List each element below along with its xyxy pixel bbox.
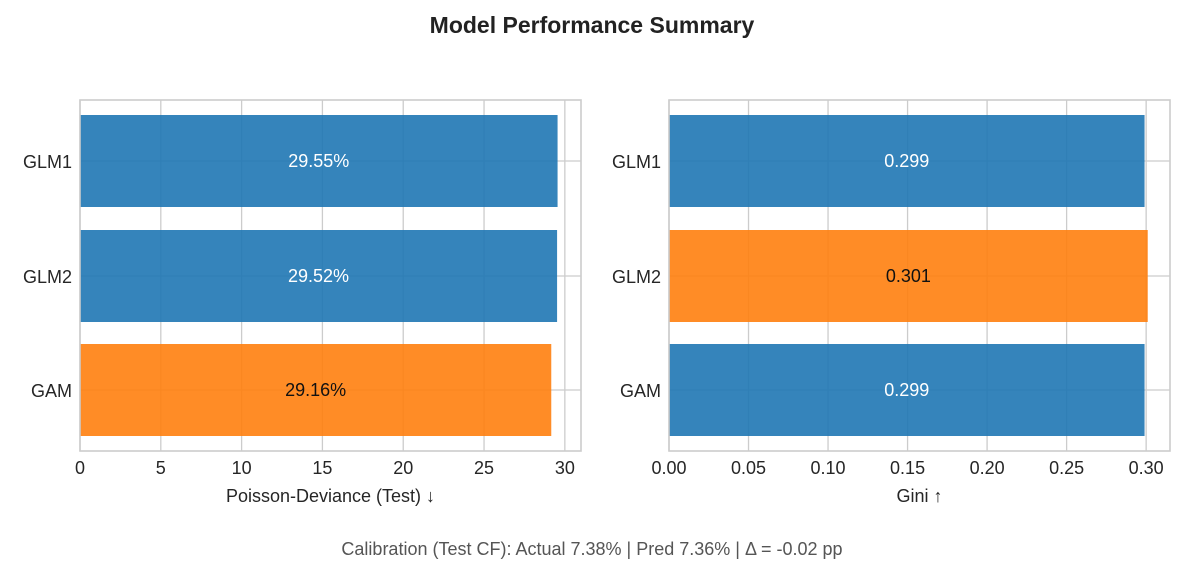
x-tick-label: 0.15 xyxy=(890,458,925,478)
bar-value-label: 29.55% xyxy=(288,151,349,171)
bar-value-label: 0.299 xyxy=(884,380,929,400)
x-tick-label: 30 xyxy=(555,458,575,478)
bar-value-label: 29.52% xyxy=(288,266,349,286)
y-tick-label: GLM1 xyxy=(612,152,661,172)
y-tick-label: GLM1 xyxy=(23,152,72,172)
bar-value-label: 29.16% xyxy=(285,380,346,400)
calibration-footnote: Calibration (Test CF): Actual 7.38% | Pr… xyxy=(341,539,842,559)
x-tick-label: 0.30 xyxy=(1129,458,1164,478)
y-tick-label: GLM2 xyxy=(23,267,72,287)
x-axis-label: Poisson-Deviance (Test) ↓ xyxy=(226,486,435,506)
y-tick-label: GAM xyxy=(31,381,72,401)
y-tick-label: GAM xyxy=(620,381,661,401)
deviance-panel: 29.55% GLM1 29.52% GLM2 29.16% GAM 0 5 10 15 20 25 3… xyxy=(23,99,582,506)
axes-frame xyxy=(668,99,1171,452)
y-tick-label: GLM2 xyxy=(612,267,661,287)
x-tick-label: 20 xyxy=(393,458,413,478)
x-tick-label: 5 xyxy=(156,458,166,478)
bar-glm2 xyxy=(80,230,558,322)
bar-glm2 xyxy=(669,230,1148,322)
bar-glm1 xyxy=(80,115,558,207)
x-tick-label: 0.00 xyxy=(651,458,686,478)
gini-panel: 0.299 GLM1 0.301 GLM2 0.299 GAM 0.00 0.05 0.10 0.… xyxy=(612,99,1171,506)
x-tick-label: 0.20 xyxy=(970,458,1005,478)
bar-gam xyxy=(669,344,1145,436)
x-tick-label: 25 xyxy=(474,458,494,478)
x-tick-label: 10 xyxy=(232,458,252,478)
x-axis-label: Gini ↑ xyxy=(896,486,942,506)
x-tick-label: 15 xyxy=(312,458,332,478)
x-tick-label: 0.05 xyxy=(731,458,766,478)
bar-glm1 xyxy=(669,115,1145,207)
axes-frame xyxy=(79,99,582,452)
bar-value-label: 0.299 xyxy=(884,151,929,171)
bar-value-label: 0.301 xyxy=(886,266,931,286)
x-tick-label: 0.10 xyxy=(811,458,846,478)
x-tick-label: 0 xyxy=(75,458,85,478)
chart-title: Model Performance Summary xyxy=(430,12,755,38)
x-tick-label: 0.25 xyxy=(1049,458,1084,478)
bar-gam xyxy=(80,344,552,436)
